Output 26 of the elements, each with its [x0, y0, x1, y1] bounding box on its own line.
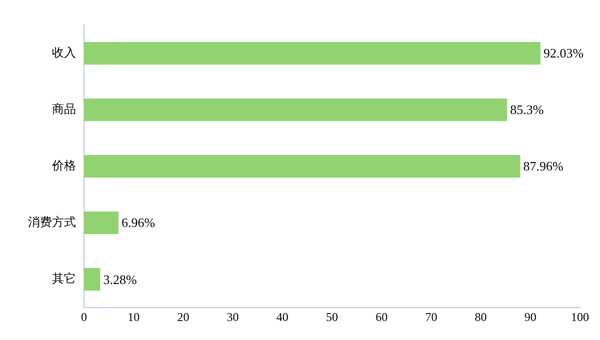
x-tick-label: 0 [81, 310, 87, 324]
data-label: 87.96% [523, 158, 564, 174]
x-tick-label: 100 [571, 310, 589, 324]
bar [84, 268, 100, 291]
data-label: 85.3% [510, 102, 544, 118]
y-tick-label: 消费方式 [28, 214, 76, 229]
y-tick-label: 商品 [52, 102, 76, 116]
bar [84, 42, 540, 65]
x-tick-label: 30 [226, 310, 239, 324]
bar [84, 98, 508, 122]
y-tick-label: 价格 [51, 158, 76, 172]
bar [84, 212, 119, 234]
bar [84, 154, 520, 178]
x-tick-label: 20 [177, 310, 190, 324]
x-tick-label: 50 [326, 310, 338, 324]
x-tick-label: 80 [474, 310, 487, 324]
x-tick-label: 60 [376, 310, 388, 324]
x-tick-label: 10 [128, 310, 140, 324]
y-tick-label: 收入 [52, 45, 76, 60]
data-label: 92.03% [543, 46, 584, 61]
data-label: 3.28% [103, 272, 138, 287]
data-label: 6.96% [122, 215, 156, 230]
x-tick-label: 70 [425, 310, 438, 324]
x-tick-label: 40 [276, 310, 288, 324]
x-tick-label: 90 [524, 310, 536, 324]
y-tick-label: 其它 [52, 271, 76, 286]
